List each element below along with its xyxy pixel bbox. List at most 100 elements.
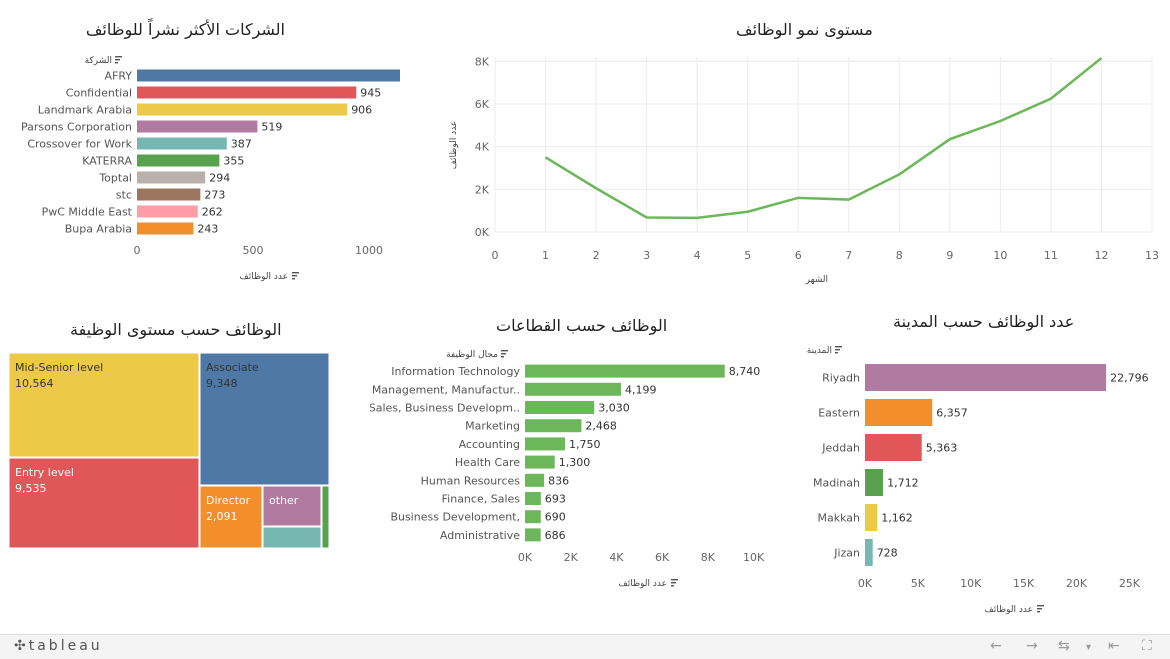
growth-x-tick-label: 11: [1044, 249, 1058, 262]
sectors-value-label: 1,750: [569, 438, 601, 451]
companies-category-label: AFRY: [104, 70, 132, 83]
companies-column-header: الشركة: [85, 56, 112, 66]
companies-bar: [137, 154, 220, 167]
cities-header-sort-icon: [835, 346, 842, 354]
growth-y-axis-title: عدد الوظائف: [449, 121, 459, 170]
sectors-bar: [525, 473, 545, 487]
sectors-category-label: Health Care: [455, 456, 520, 469]
growth-x-axis-title: الشهر: [805, 275, 828, 285]
cities-category-label: Riyadh: [822, 372, 860, 385]
companies-bar: [137, 69, 400, 82]
companies-x-tick-label: 0: [134, 244, 141, 257]
companies-category-label: PwC Middle East: [42, 206, 133, 219]
companies-bar: [137, 103, 348, 116]
sectors-category-label: Information Technology: [391, 365, 520, 378]
cities-category-label: Madinah: [813, 477, 860, 490]
sectors-category-label: Administrative: [440, 529, 520, 542]
sectors-category-label: Management, Manufactur..: [372, 383, 520, 396]
cities-title: عدد الوظائف حسب المدينة: [893, 312, 1075, 331]
reset-icon[interactable]: ⇤: [1108, 638, 1120, 654]
cities-category-label: Jeddah: [821, 442, 860, 455]
companies-x-tick-label: 500: [243, 244, 264, 257]
growth-x-tick-label: 12: [1094, 249, 1108, 262]
companies-category-label: Confidential: [66, 87, 132, 100]
levels-title: الوظائف حسب مستوى الوظيفة: [70, 320, 282, 339]
cities-x-tick-label: 10K: [960, 577, 982, 590]
growth-x-tick-label: 7: [845, 249, 852, 262]
sectors-category-label: Finance, Sales: [442, 493, 521, 506]
growth-x-tick-label: 13: [1145, 249, 1159, 262]
treemap-cell: [262, 485, 322, 527]
companies-category-label: Bupa Arabia: [65, 223, 132, 236]
treemap-cell: [199, 485, 263, 549]
cities-value-label: 728: [877, 547, 898, 560]
cities-x-tick-label: 0K: [858, 577, 873, 590]
tableau-footer: ✣tableau ← → ⇆ ▾ ⇤ ⛶: [0, 634, 1170, 659]
companies-value-label: 906: [351, 104, 372, 117]
cities-x-tick-label: 15K: [1013, 577, 1035, 590]
sectors-category-label: Marketing: [465, 420, 520, 433]
growth-y-tick-label: 2K: [475, 183, 490, 196]
companies-header-sort-icon: [115, 56, 122, 64]
redo-icon[interactable]: →: [1026, 638, 1038, 654]
companies-bar-chart: الشركةAFRY1,210Confidential945Landmark A…: [21, 56, 400, 282]
growth-y-tick-label: 8K: [475, 55, 490, 68]
sectors-value-label: 3,030: [598, 402, 630, 415]
cities-value-label: 5,363: [926, 442, 958, 455]
companies-value-label: 519: [261, 121, 282, 134]
sectors-x-tick-label: 4K: [609, 551, 624, 564]
growth-line-series: [544, 57, 1103, 220]
treemap-cell: [321, 485, 330, 549]
treemap-cell-value: 2,091: [206, 510, 238, 523]
growth-y-tick-label: 4K: [475, 141, 490, 154]
cities-bar: [865, 364, 1107, 391]
treemap-cell-value: 9,535: [15, 482, 47, 495]
sectors-value-label: 8,740: [729, 365, 761, 378]
levels-treemap: Mid-Senior level 10,564 Associate 9,348 Entr…: [8, 352, 330, 549]
treemap-cell-label: Entry level: [15, 466, 74, 479]
cities-category-label: Eastern: [818, 407, 860, 420]
fullscreen-icon[interactable]: ⛶: [1142, 638, 1152, 654]
companies-bar: [137, 188, 201, 201]
cities-x-tick-label: 25K: [1119, 577, 1141, 590]
companies-x-title-sort-icon: [292, 272, 299, 280]
sectors-bar: [525, 437, 565, 451]
growth-x-tick-label: 4: [694, 249, 701, 262]
treemap-cell-label: Associate: [206, 361, 259, 374]
sectors-bar-chart: مجال الوظيفة Information Technology 8,740 M…: [370, 350, 765, 589]
dropdown-chevron-icon[interactable]: ▾: [1086, 642, 1092, 653]
treemap-cell: [199, 352, 330, 486]
cities-value-label: 1,712: [887, 477, 919, 490]
growth-x-tick-label: 1: [542, 249, 549, 262]
sectors-bar: [525, 455, 555, 469]
revert-icon[interactable]: ⇆: [1058, 638, 1070, 654]
sectors-bar: [525, 401, 595, 414]
treemap-cell-label: Director: [206, 494, 251, 507]
undo-icon[interactable]: ←: [990, 638, 1002, 654]
growth-x-tick-label: 0: [492, 249, 499, 262]
companies-bar: [137, 137, 227, 150]
companies-bar: [137, 120, 258, 133]
sectors-bar: [525, 419, 582, 433]
sectors-bar: [525, 364, 725, 378]
treemap-cell-label: other: [269, 494, 299, 507]
treemap-cell: [8, 457, 200, 549]
companies-category-label: Landmark Arabia: [38, 104, 132, 117]
sectors-bar: [525, 492, 541, 505]
companies-bar: [137, 86, 357, 99]
companies-x-axis-title: عدد الوظائف: [239, 272, 288, 282]
growth-x-tick-label: 9: [946, 249, 953, 262]
cities-bar: [865, 539, 873, 566]
tableau-plus-icon: ✣: [14, 638, 29, 654]
cities-category-label: Makkah: [818, 512, 861, 525]
treemap-cell: [8, 352, 200, 458]
growth-y-tick-label: 0K: [475, 226, 490, 239]
companies-category-label: KATERRA: [82, 155, 132, 168]
tableau-logo: ✣tableau: [14, 638, 103, 654]
cities-bar: [865, 399, 933, 426]
sectors-header-sort-icon: [501, 350, 508, 358]
cities-column-header: المدينة: [807, 346, 832, 356]
companies-bar: [137, 171, 206, 184]
cities-value-label: 6,357: [936, 407, 968, 420]
